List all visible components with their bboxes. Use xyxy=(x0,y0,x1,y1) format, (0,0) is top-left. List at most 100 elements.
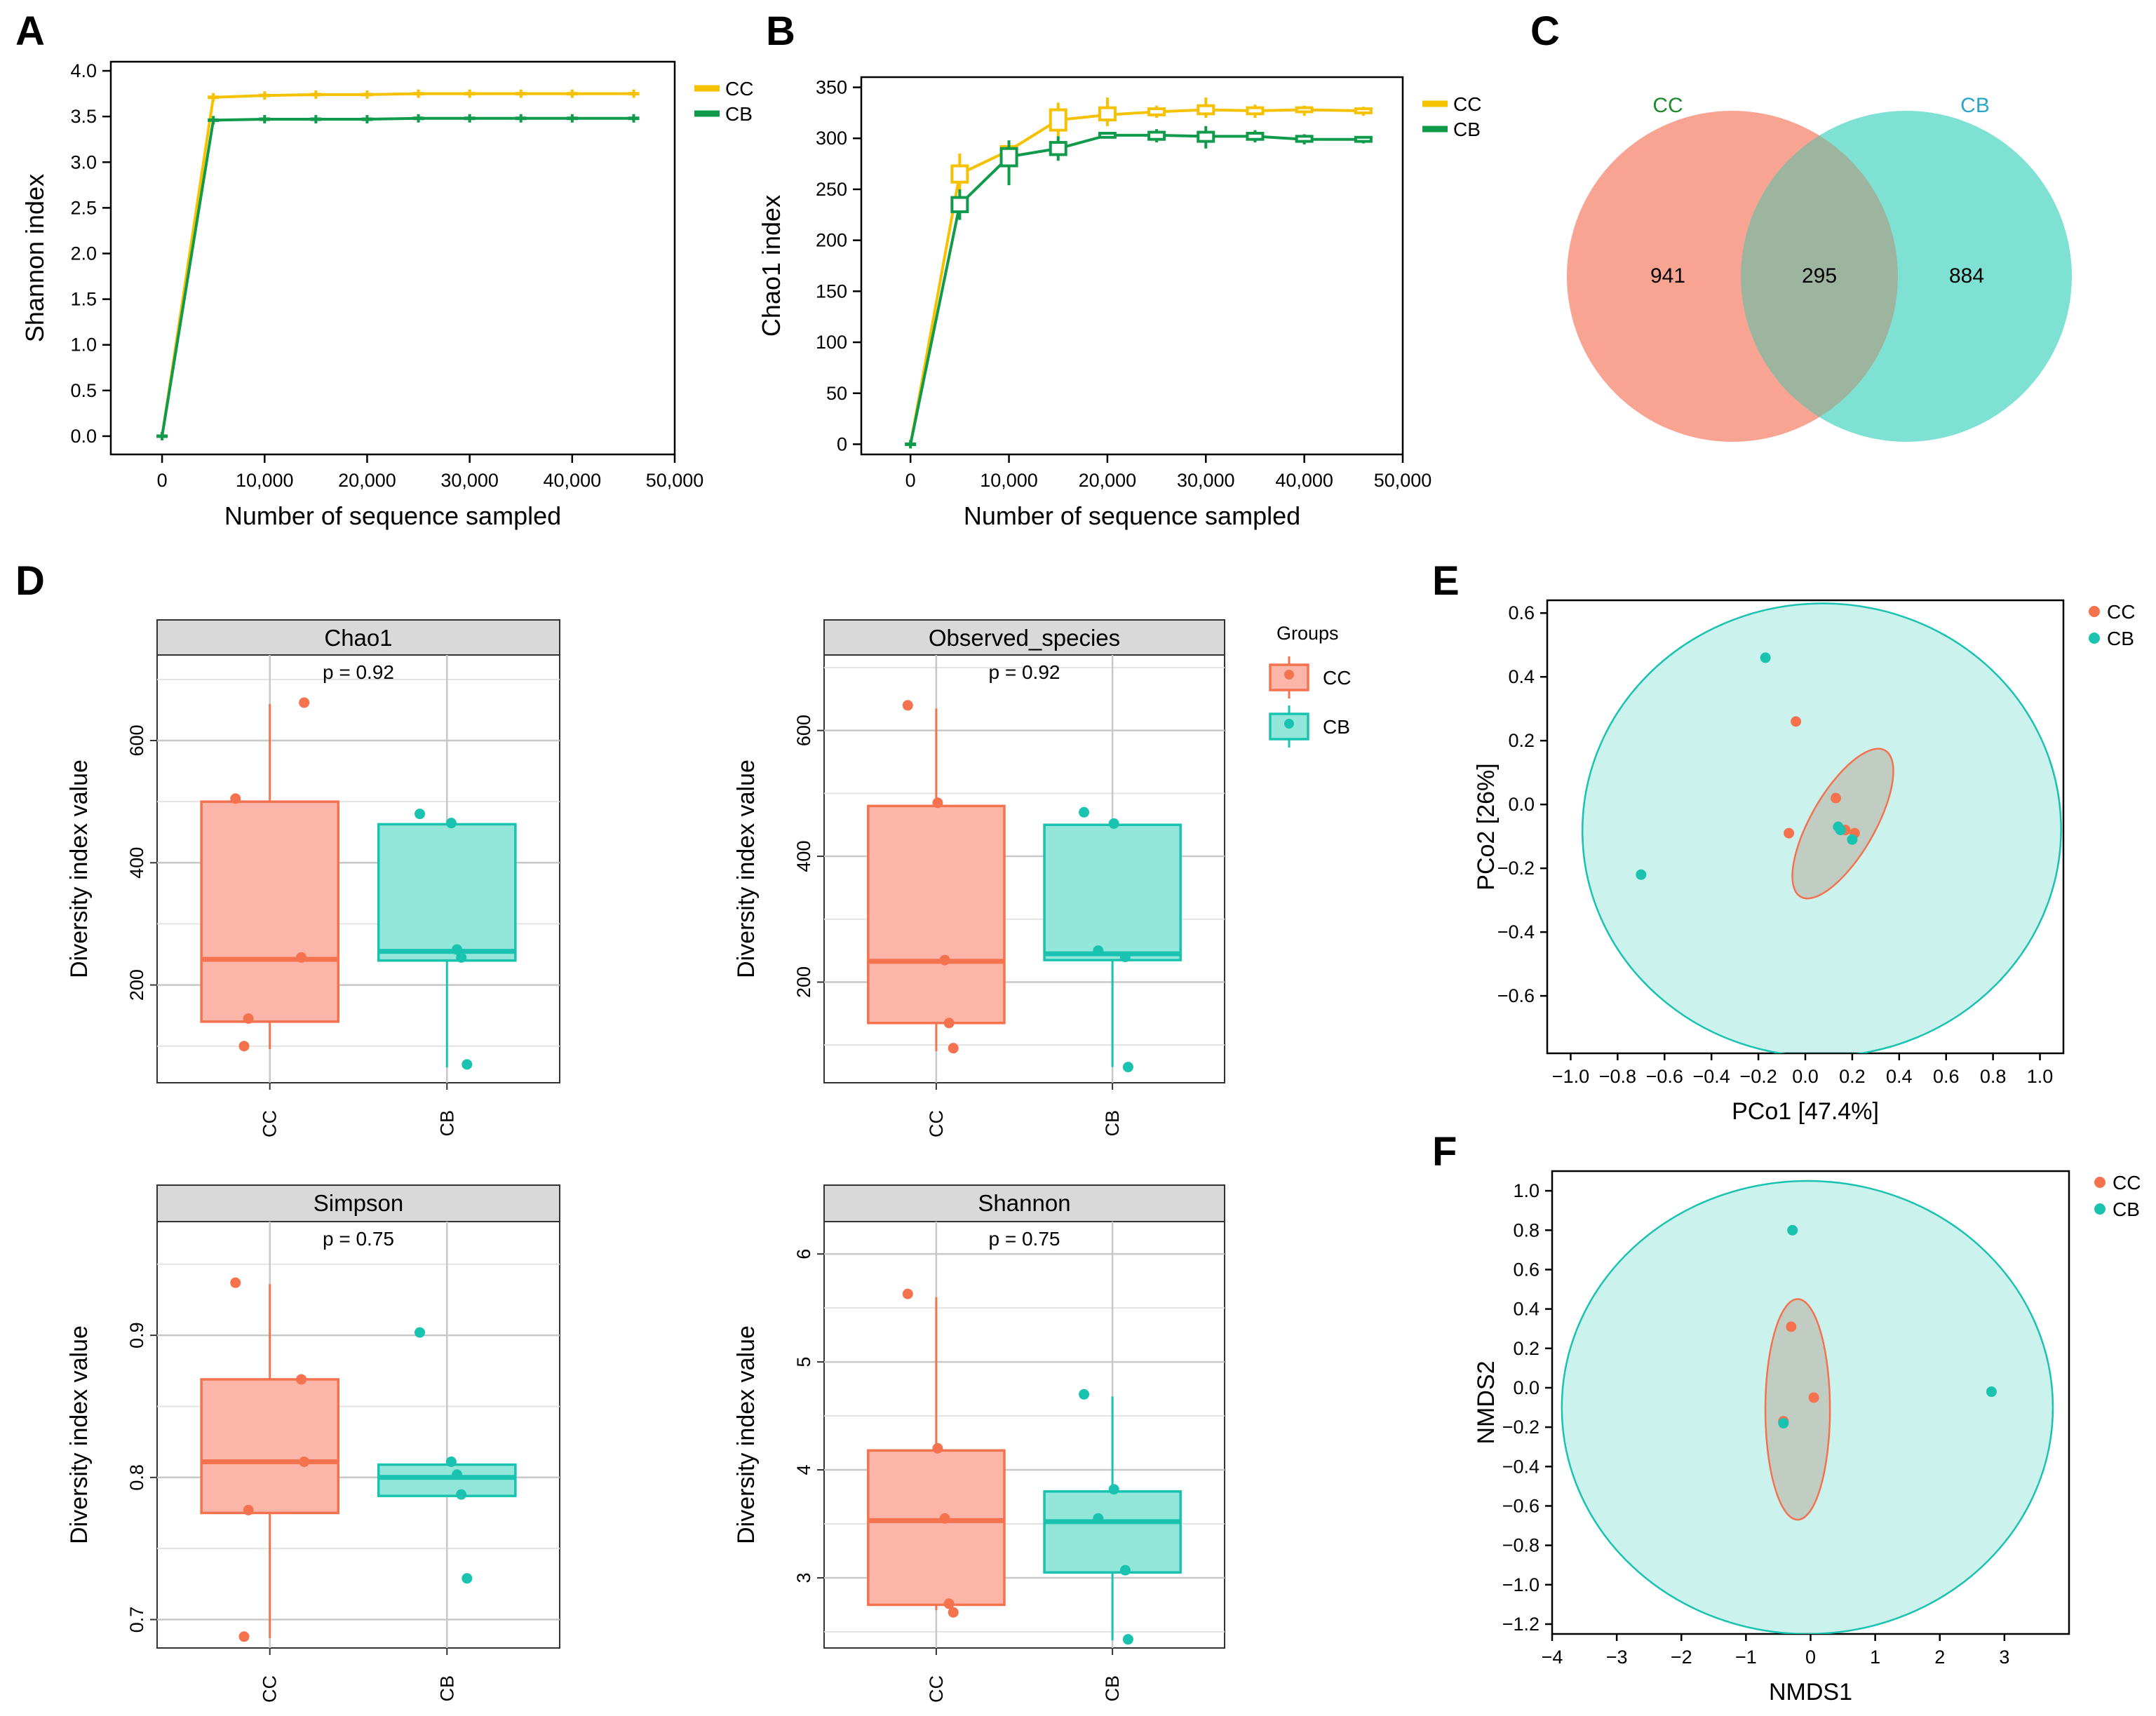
y-axis-title: NMDS2 xyxy=(1473,1360,1500,1444)
x-tick-label: −0.6 xyxy=(1646,1066,1683,1087)
y-tick-label: −0.2 xyxy=(1502,1417,1539,1438)
y-tick-label: 2.5 xyxy=(70,197,97,218)
legend-key-cb xyxy=(2089,633,2100,644)
legend-label-cc: CC xyxy=(2113,1172,2141,1194)
data-box xyxy=(1246,106,1265,116)
x-tick-label: −3 xyxy=(1606,1647,1628,1668)
y-tick-label: −0.8 xyxy=(1502,1535,1539,1556)
x-tick-label: 30,000 xyxy=(440,470,499,491)
data-box xyxy=(1354,135,1373,143)
y-tick-label: 100 xyxy=(816,332,847,353)
data-point-cc xyxy=(230,793,241,804)
panel-label-a: A xyxy=(15,8,45,54)
facet-strip xyxy=(823,619,1225,656)
y-tick-label: 1.5 xyxy=(70,289,97,310)
x-tick-label: 2 xyxy=(1934,1647,1945,1668)
y-tick-label: 50 xyxy=(826,383,847,404)
panel-label-f: F xyxy=(1432,1129,1457,1175)
box-cc xyxy=(867,1449,1006,1607)
data-point-cb xyxy=(1847,834,1858,845)
data-point-cb xyxy=(445,818,457,829)
legend-label-cc: CC xyxy=(1323,667,1351,689)
y-axis-title: Chao1 index xyxy=(757,195,786,337)
legend-label-cb: CB xyxy=(2107,628,2134,649)
x-axis-title: Number of sequence sampled xyxy=(964,501,1300,530)
plot-frame xyxy=(109,60,676,456)
x-tick-label: 30,000 xyxy=(1177,470,1235,491)
legend-label-cc: CC xyxy=(2107,601,2135,623)
y-tick-label: 6 xyxy=(793,1249,814,1259)
data-point-cc xyxy=(1784,827,1795,839)
facet-observed-species: Observed_species 200 400 600 p = 0.92 CC CB Div… xyxy=(733,619,1225,1137)
panel-f-nmds-plot: −1.2 −1.0 −0.8 −0.6 −0.4 −0.2 0.0 0.2 0.4 0.6 0.8 1… xyxy=(1473,1170,2141,1705)
x-tick-label: CB xyxy=(436,1675,457,1702)
y-tick-label: 0.2 xyxy=(1508,730,1535,751)
panel-a-shannon-rarefaction: 0.0 0.5 1.0 1.5 2.0 2.5 3.0 3.5 4.0 0 10,000 20,000… xyxy=(20,60,753,530)
data-box xyxy=(1098,106,1117,122)
data-point-cc xyxy=(1786,1321,1797,1332)
x-tick-label: CB xyxy=(1102,1110,1123,1137)
y-tick-label: 250 xyxy=(816,179,847,200)
data-box xyxy=(1197,104,1215,116)
x-tick-label: 20,000 xyxy=(1079,470,1137,491)
y-axis-title: Diversity index value xyxy=(66,1325,93,1544)
venn-count-cc-only: 941 xyxy=(1650,264,1685,288)
panel-label-c: C xyxy=(1530,8,1560,54)
y-tick-label: 0.5 xyxy=(70,380,97,401)
p-value-label: p = 0.75 xyxy=(323,1228,394,1250)
venn-count-cb-only: 884 xyxy=(1949,264,1984,288)
y-tick-label: 600 xyxy=(126,724,147,756)
y-tick-label: 600 xyxy=(793,715,814,746)
x-tick-label: CB xyxy=(1102,1675,1123,1702)
box-cc xyxy=(200,1378,340,1515)
x-tick-label: 10,000 xyxy=(980,470,1038,491)
data-point-cb xyxy=(461,1059,473,1070)
y-tick-label: 0.0 xyxy=(1508,794,1535,815)
y-tick-label: 3.0 xyxy=(70,151,97,173)
legend-key-point xyxy=(1284,670,1294,680)
data-box xyxy=(1295,106,1314,114)
x-tick-label: 1.0 xyxy=(2027,1066,2054,1087)
y-tick-label: 350 xyxy=(816,77,847,98)
data-point-cb xyxy=(1986,1386,1997,1398)
legend-key-cc xyxy=(2094,1177,2106,1188)
confidence-ellipse-cb xyxy=(1581,602,2062,1053)
panel-label-b: B xyxy=(766,8,795,54)
legend-key-cc xyxy=(2089,606,2100,617)
x-tick-label: −0.2 xyxy=(1739,1066,1777,1087)
box-cc xyxy=(867,804,1006,1025)
panel-e-pcoa-plot: −0.6 −0.4 −0.2 0.0 0.2 0.4 0.6 −1.0 −0.8 −0.6 −0.4… xyxy=(1473,599,2135,1125)
data-point-cb xyxy=(1093,1513,1104,1524)
venn-count-intersection: 295 xyxy=(1802,264,1837,288)
panel-c-venn-diagram: CC CB 941 295 884 xyxy=(1567,94,2072,442)
data-box xyxy=(1049,108,1067,132)
y-tick-label: −0.6 xyxy=(1497,985,1535,1006)
facet-chao1: Chao1 200 400 600 p = 0.92 CC CB Diversity inde… xyxy=(66,619,560,1137)
x-tick-label: 0 xyxy=(905,470,916,491)
data-point-cb xyxy=(1636,869,1647,880)
x-tick-label: 50,000 xyxy=(646,470,704,491)
data-point-cb xyxy=(1119,952,1131,963)
plot-area xyxy=(1561,1180,2054,1634)
y-tick-label: −0.6 xyxy=(1502,1495,1539,1516)
confidence-ellipse-cc xyxy=(1791,748,1894,900)
data-box xyxy=(1147,130,1166,141)
y-tick-label: 200 xyxy=(816,230,847,251)
y-tick-label: 0.7 xyxy=(126,1607,147,1633)
data-point-cc xyxy=(943,1598,955,1609)
y-axis-title: Shannon index xyxy=(20,174,49,342)
x-tick-label: −1 xyxy=(1735,1647,1757,1668)
y-axis-title: PCo2 [26%] xyxy=(1473,763,1500,890)
plot-area xyxy=(1581,602,2062,1053)
facet-title: Shannon xyxy=(978,1190,1070,1216)
y-axis-title: Diversity index value xyxy=(733,759,760,978)
x-tick-label: −0.4 xyxy=(1693,1066,1730,1087)
data-point-cb xyxy=(415,1327,426,1338)
x-tick-label: 0.4 xyxy=(1886,1066,1913,1087)
data-point-cc xyxy=(299,1457,310,1468)
y-tick-label: 0.4 xyxy=(1513,1299,1539,1320)
data-box xyxy=(1246,131,1265,141)
y-tick-label: 0.6 xyxy=(1508,602,1535,623)
facet-title: Chao1 xyxy=(324,625,392,651)
x-tick-label: 50,000 xyxy=(1374,470,1432,491)
